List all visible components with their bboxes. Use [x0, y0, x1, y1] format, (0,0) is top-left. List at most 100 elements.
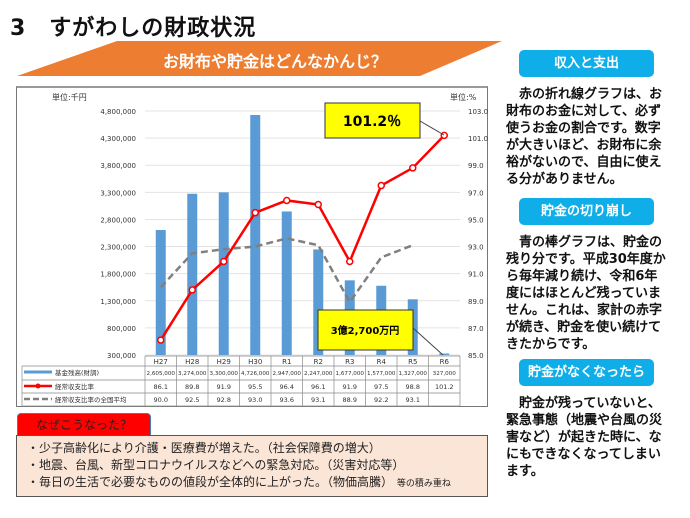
ratio-point-R2 [314, 200, 322, 209]
bar-H29 [218, 192, 229, 355]
text-no-savings: 貯金が残っていないと、緊急事態（地震や台風の災害など）が起きた時に、なにもできな… [506, 396, 663, 479]
left-tick-label: 3,800,000 [100, 162, 136, 170]
table-cell: 91.9 [217, 383, 231, 391]
ratio-point-R3 [346, 257, 354, 266]
category-label: R3 [345, 358, 354, 366]
annotation-ratio: 101.2％ [343, 114, 401, 130]
table-cell: 1,577,000 [367, 371, 396, 377]
text-income-expense: 赤の折れ線グラフは、お財布のお金に対して、必ず使うお金の割合です。数字が大きいほ… [506, 87, 663, 187]
table-cell: 93.0 [248, 396, 262, 404]
left-tick-label: 2,800,000 [100, 216, 136, 224]
right-tick-label: 89.0 [468, 298, 484, 306]
table-cell: 97.5 [374, 383, 388, 391]
legend-marker [35, 383, 41, 389]
page-title: 3 すがわしの財政状況 [10, 16, 257, 41]
why-line: ・少子高齢化により介護・医療費が増えた。（社会保障費の増大） [27, 441, 381, 455]
banner-title: お財布や貯金はどんなかんじ？ [162, 52, 387, 71]
why-box: ・少子高齢化により介護・医療費が増えた。（社会保障費の増大） ・地震、台風、新型… [16, 435, 488, 497]
table-cell: 90.0 [154, 396, 168, 404]
right-tick-label: 99.0 [468, 162, 484, 170]
table-cell: 91.9 [343, 383, 357, 391]
left-tick-label: 1,800,000 [100, 271, 136, 279]
right-tick-label: 87.0 [468, 325, 484, 333]
heading-savings-drawdown: 貯金の切り崩し [519, 198, 654, 225]
table-cell: 4,726,000 [241, 371, 270, 377]
category-label: R6 [440, 358, 450, 366]
chart-box [16, 86, 488, 407]
category-label: R2 [314, 358, 323, 366]
category-label: H28 [185, 358, 199, 366]
left-unit-label: 単位:千円 [52, 92, 87, 102]
heading-income-expense: 収入と支出 [519, 50, 654, 77]
category-label: H29 [217, 358, 231, 366]
table-cell: 96.4 [280, 383, 294, 391]
left-tick-label: 4,300,000 [100, 135, 136, 143]
table-cell: 92.2 [374, 396, 388, 404]
bar-R6 [439, 353, 450, 355]
table-cell: 93.6 [280, 396, 294, 404]
right-tick-label: 91.0 [468, 271, 484, 279]
ratio-line [159, 134, 446, 341]
legend-label: 基金残高(財調) [55, 368, 99, 377]
right-tick-label: 93.0 [468, 244, 484, 252]
category-label: R4 [377, 358, 387, 366]
table-cell: 327,000 [433, 371, 457, 377]
right-tick-label: 85.0 [468, 352, 484, 360]
table-cell: 92.5 [185, 396, 199, 404]
why-line: ・地震、台風、新型コロナウイルスなどへの緊急対応。（災害対応等） [27, 458, 405, 472]
annotation-box-fund [317, 309, 414, 351]
table-cell: 92.8 [217, 396, 231, 404]
category-label: H27 [154, 358, 168, 366]
bar-R1 [281, 211, 292, 355]
annotation-leader [412, 327, 444, 356]
ratio-point-H29 [220, 257, 228, 266]
right-tick-label: 103.0 [468, 108, 488, 116]
table-cell: 3,274,000 [178, 371, 207, 377]
right-tick-label: 95.0 [468, 216, 484, 224]
table-cell: 93.1 [311, 396, 325, 404]
left-tick-label: 1,300,000 [100, 298, 136, 306]
ratio-point-H27 [157, 336, 165, 344]
table-cell: 3,300,000 [210, 371, 239, 377]
why-tab: なぜこうなった？ [17, 413, 151, 436]
annotation-fund: 3億2,700万円 [331, 324, 400, 337]
table-cell: 2,605,000 [147, 371, 176, 377]
left-tick-label: 4,800,000 [100, 108, 136, 116]
ratio-point-R1 [283, 196, 291, 205]
table-cell: 1,677,000 [336, 371, 365, 377]
table-cell: 98.8 [406, 383, 420, 391]
right-unit-label: 単位:% [450, 92, 477, 102]
table-cell: 86.1 [154, 383, 168, 391]
bar-H30 [250, 115, 261, 355]
table-cell: 2,247,000 [304, 371, 333, 377]
ratio-point-H28 [188, 286, 196, 294]
ratio-point-R5 [409, 164, 417, 172]
left-tick-label: 3,300,000 [100, 189, 136, 197]
ratio-point-H30 [251, 208, 259, 217]
heading-no-savings: 貯金がなくなったら [519, 359, 654, 386]
text-savings-drawdown: 青の棒グラフは、貯金の残り分です。平成30年度から毎年減り続け、令和6年度にはほ… [506, 235, 666, 352]
left-tick-label: 300,000 [107, 352, 136, 360]
table-cell: 1,327,000 [399, 371, 428, 377]
why-suffix: 等の積み重ね [396, 479, 451, 489]
ratio-point-R4 [377, 181, 385, 190]
table-cell: 95.5 [248, 383, 262, 391]
table-cell: 96.1 [311, 383, 325, 391]
table-cell: 89.8 [185, 383, 199, 391]
table-cell: 93.1 [406, 396, 420, 404]
category-label: R5 [408, 358, 417, 366]
why-line-text: ・毎日の生活で必要なものの値段が全体的に上がった。（物価高騰） [27, 475, 394, 489]
table-cell: 88.9 [343, 396, 357, 404]
category-label: R1 [282, 358, 291, 366]
right-tick-label: 97.0 [468, 189, 484, 197]
table-cell: 2,947,000 [273, 371, 302, 377]
annotation-box-ratio [324, 102, 421, 139]
ratio-point-R6 [440, 131, 448, 140]
category-label: H30 [248, 358, 262, 366]
annotation-leader [419, 120, 445, 136]
bar-H27 [155, 230, 166, 355]
national-average-line [159, 237, 414, 305]
right-tick-label: 101.0 [468, 135, 488, 143]
legend-label: 経常収支比率 [55, 382, 95, 391]
